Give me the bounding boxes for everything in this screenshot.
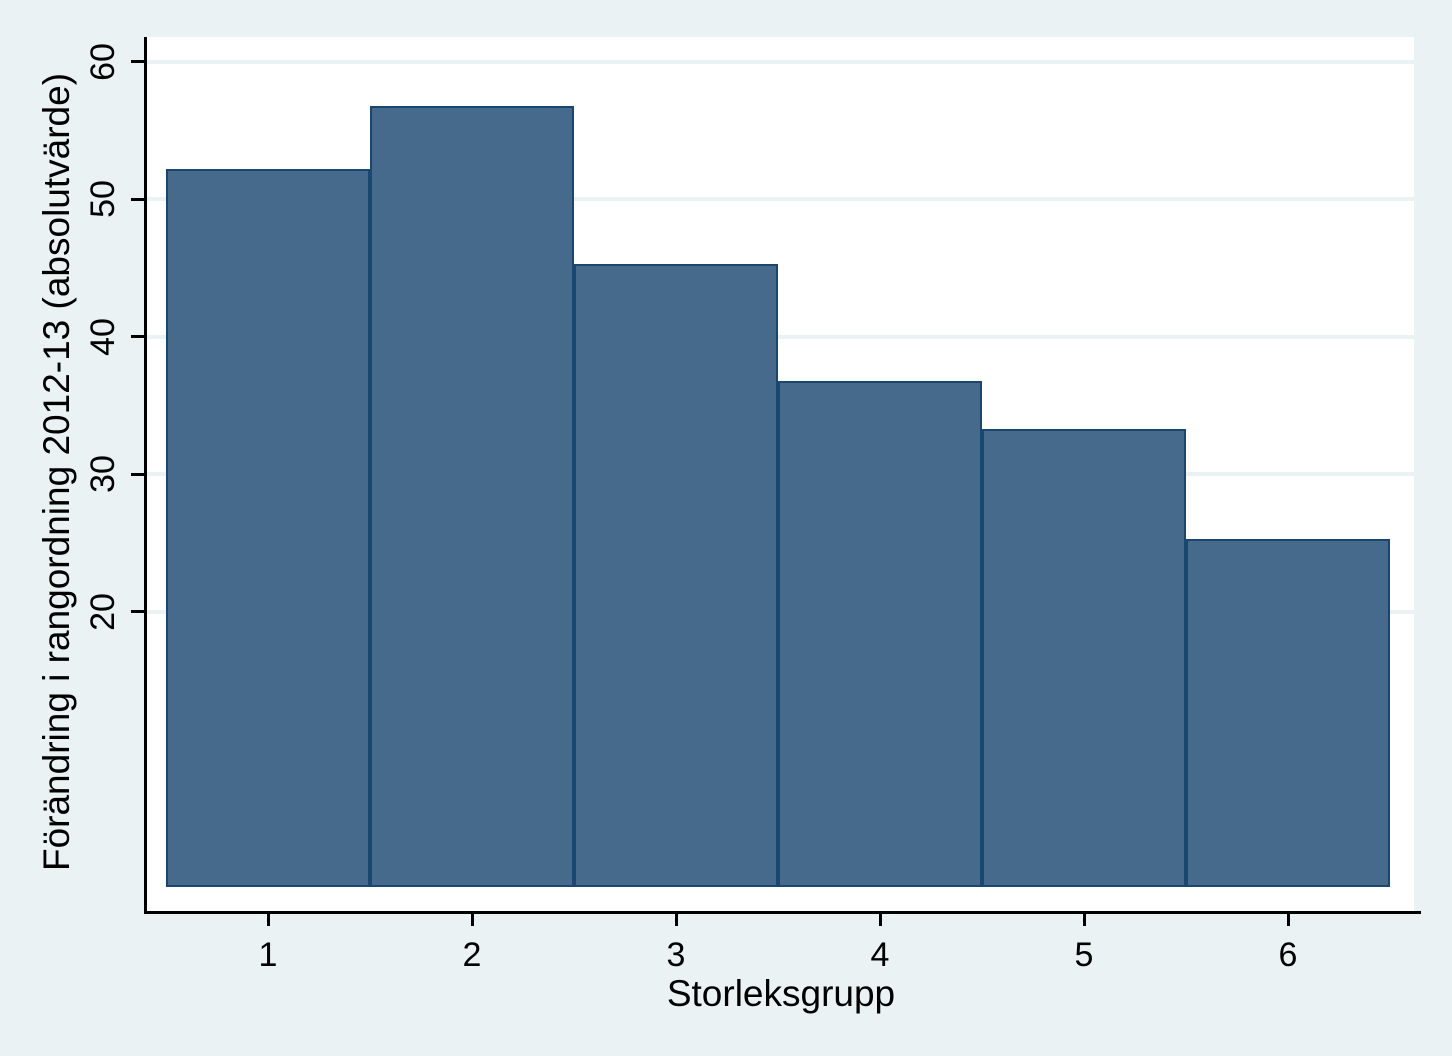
histogram-bar-2 [370,105,574,887]
x-axis-line [144,911,1421,914]
gridline-y-60 [147,59,1414,64]
x-tick-3 [674,914,678,926]
y-tick-label-20: 20 [84,592,122,631]
x-tick-5 [1082,914,1086,926]
x-tick-label-1: 1 [258,936,278,974]
y-tick-20 [131,610,144,614]
y-axis-title: Förändring i rangordning 2012-13 (absolu… [36,72,77,872]
x-tick-label-5: 5 [1074,936,1094,974]
x-tick-2 [470,914,474,926]
plot-area [147,37,1414,911]
gridline-y-50 [147,197,1414,202]
x-tick-1 [266,914,270,926]
y-tick-label-40: 40 [84,317,122,356]
y-axis-line [144,37,147,914]
y-tick-label-50: 50 [84,180,122,219]
x-tick-label-3: 3 [666,936,686,974]
x-tick-6 [1286,914,1290,926]
y-tick-50 [131,197,144,201]
gridline-y-40 [147,334,1414,339]
y-tick-40 [131,335,144,339]
histogram-bar-6 [1186,538,1390,887]
y-tick-label-30: 30 [84,455,122,494]
y-tick-label-60: 60 [84,42,122,81]
x-tick-label-6: 6 [1278,936,1298,974]
histogram-bar-1 [166,168,370,887]
histogram-bar-3 [574,263,778,887]
x-tick-label-2: 2 [462,936,482,974]
y-tick-30 [131,472,144,476]
x-axis-title: Storleksgrupp [666,973,896,1014]
x-tick-4 [878,914,882,926]
y-tick-60 [131,60,144,64]
histogram-bar-4 [778,380,982,887]
x-tick-label-4: 4 [870,936,890,974]
histogram-bar-5 [982,428,1186,887]
